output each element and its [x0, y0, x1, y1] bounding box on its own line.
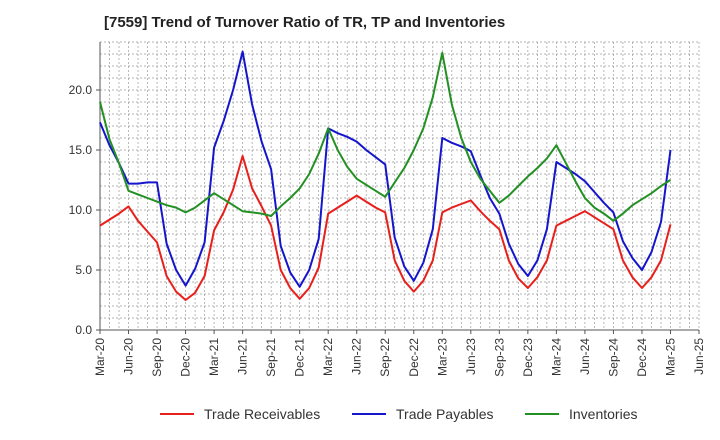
x-tick-label: Jun-24 [578, 338, 592, 375]
x-tick-label: Dec-22 [407, 338, 421, 377]
series-line-trade-receivables [99, 155, 672, 301]
x-tick-label: Sep-23 [492, 338, 506, 377]
series-lines [99, 50, 672, 301]
plot-background [100, 42, 699, 330]
x-tick-label: Dec-24 [635, 338, 649, 377]
x-tick-label: Jun-22 [350, 338, 364, 375]
y-tick-label: 5.0 [75, 263, 92, 277]
x-tick-label: Mar-23 [435, 338, 449, 376]
legend: Trade Receivables Trade Payables Inventori… [160, 406, 637, 422]
x-tick-label: Dec-21 [293, 338, 307, 377]
x-tick-label: Mar-25 [663, 338, 677, 376]
x-tick-label: Mar-21 [207, 338, 221, 376]
x-tick-label: Jun-25 [692, 338, 706, 375]
series-line-trade-payables [99, 50, 672, 288]
x-tick-label: Mar-24 [549, 338, 563, 376]
y-tick-label: 10.0 [69, 203, 93, 217]
x-tick-label: Mar-20 [93, 338, 107, 376]
x-tick-label: Sep-21 [264, 338, 278, 377]
legend-label: Trade Receivables [204, 406, 320, 422]
chart-title: [7559] Trend of Turnover Ratio of TR, TP… [104, 14, 506, 31]
x-tick-label: Mar-22 [321, 338, 335, 376]
x-tick-label: Jun-21 [236, 338, 250, 375]
x-tick-label: Sep-22 [378, 338, 392, 377]
x-tick-label: Sep-24 [606, 338, 620, 377]
legend-label: Trade Payables [396, 406, 494, 422]
x-tick-label: Jun-20 [122, 338, 136, 375]
axes: 0.0 5.0 10.0 15.0 20.0 Mar-20 Jun-20 Sep-20 Dec-… [69, 42, 706, 377]
x-tick-label: Dec-20 [179, 338, 193, 377]
y-tick-label: 0.0 [75, 323, 92, 337]
x-tick-label: Dec-23 [521, 338, 535, 377]
y-tick-label: 15.0 [69, 143, 93, 157]
y-tick-label: 20.0 [69, 83, 93, 97]
legend-label: Inventories [569, 406, 637, 422]
x-tick-label: Jun-23 [464, 338, 478, 375]
x-tick-label: Sep-20 [150, 338, 164, 377]
series-line-inventories [99, 51, 672, 222]
